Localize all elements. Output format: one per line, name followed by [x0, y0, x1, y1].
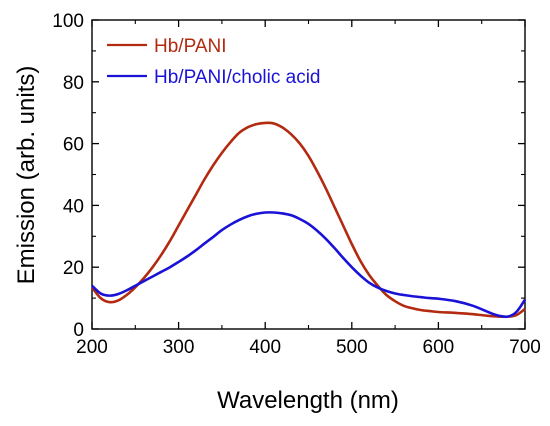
series-line-hb-pani-cholic-acid	[91, 211, 527, 319]
ticks-layer: 200 300 400 500 600 700 0 20 40 60 80 100	[52, 11, 541, 358]
x-tick-label: 500	[336, 337, 368, 358]
x-tick-label: 200	[76, 337, 108, 358]
legend-label-hb-pani: Hb/PANI	[154, 36, 227, 57]
x-tick-label: 400	[249, 337, 281, 358]
y-tick-label: 0	[73, 320, 84, 341]
y-tick-label: 40	[63, 196, 84, 217]
plot-area: 200 300 400 500 600 700 0 20 40 60 80 100	[52, 11, 541, 358]
x-axis-title: Wavelength (nm)	[217, 387, 399, 414]
y-tick-label: 80	[63, 73, 84, 94]
series-line-hb-pani	[90, 121, 526, 318]
legend: Hb/PANI Hb/PANI/cholic acid	[107, 36, 321, 88]
x-tick-label: 700	[509, 337, 541, 358]
y-tick-label: 100	[52, 11, 84, 32]
y-tick-label: 20	[63, 258, 84, 279]
x-tick-label: 300	[163, 337, 195, 358]
series-layer	[90, 121, 527, 319]
y-axis-title: Emission (arb. units)	[13, 66, 40, 285]
x-tick-label: 600	[423, 337, 455, 358]
y-tick-label: 60	[63, 135, 84, 156]
legend-label-hb-pani-cholic-acid: Hb/PANI/cholic acid	[154, 67, 321, 88]
